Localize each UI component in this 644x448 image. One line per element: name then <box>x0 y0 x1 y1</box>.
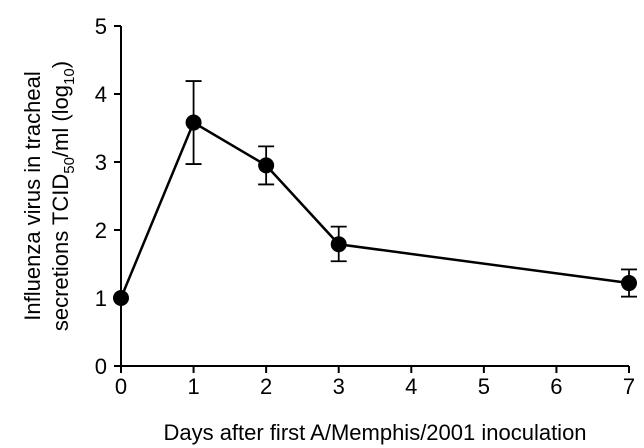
y-tick-label: 0 <box>95 354 107 379</box>
data-point <box>185 114 202 131</box>
y-tick-label: 4 <box>95 82 107 107</box>
y-axis-title-sub2: 10 <box>61 68 78 85</box>
y-axis-title-prefix: secretions TCID <box>48 174 73 331</box>
x-tick-label: 2 <box>260 374 272 399</box>
x-tick-label: 4 <box>405 374 417 399</box>
x-tick-label: 0 <box>115 374 127 399</box>
x-tick-label: 6 <box>550 374 562 399</box>
x-axis-title: Days after first A/Memphis/2001 inoculat… <box>163 420 586 445</box>
y-axis-title-suffix: ) <box>48 61 73 68</box>
data-point <box>621 275 637 292</box>
y-axis-title-sub1: 50 <box>61 157 78 174</box>
y-tick-label: 2 <box>95 218 107 243</box>
data-point <box>113 290 129 306</box>
y-tick-label: 1 <box>95 286 107 311</box>
y-ticks: 0 1 2 3 4 5 <box>95 14 121 379</box>
data-point <box>258 157 275 174</box>
x-tick-label: 7 <box>623 374 635 399</box>
y-axis-title: Influenza virus in tracheal secretions T… <box>20 61 78 331</box>
series-layer <box>113 80 637 306</box>
y-axis-title-mid: /ml (log <box>48 85 73 157</box>
y-tick-label: 5 <box>95 14 107 39</box>
y-tick-label: 3 <box>95 150 107 175</box>
x-tick-label: 1 <box>187 374 199 399</box>
x-tick-label: 5 <box>478 374 490 399</box>
y-axis-title-line2: secretions TCID50/ml (log10) <box>48 61 78 331</box>
data-point <box>330 236 347 253</box>
x-ticks: 0 1 2 3 4 5 6 7 <box>115 366 635 399</box>
y-axis-title-line1: Influenza virus in tracheal <box>20 71 45 320</box>
x-tick-label: 3 <box>333 374 345 399</box>
series-line <box>119 120 630 299</box>
